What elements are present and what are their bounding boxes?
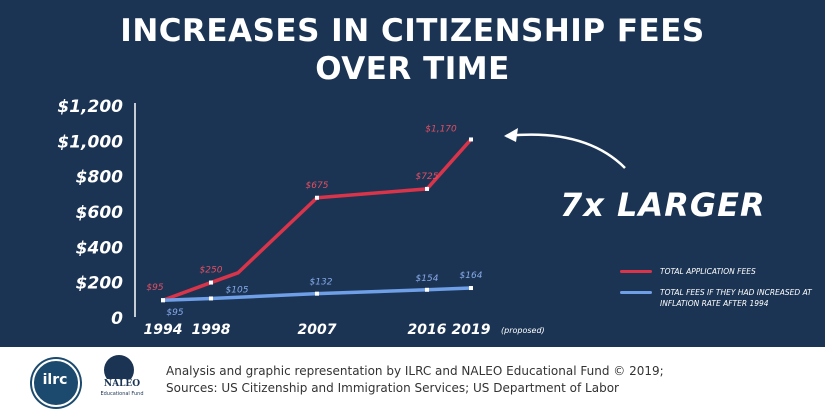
series-line-application-fees: [161, 137, 473, 302]
data-label: $105: [226, 285, 249, 295]
chart-data-labels: $95 $250 $675 $725 $1,170 $95 $105 $132 $154 $164: [146, 124, 482, 318]
y-tick-label: $800: [76, 168, 123, 188]
data-point-marker: [469, 286, 473, 291]
x-tick-label: 1998: [192, 322, 231, 338]
data-label: $675: [306, 181, 329, 191]
data-point-marker: [425, 186, 429, 191]
data-label: $154: [416, 274, 439, 284]
legend-swatch-application-fees: [620, 270, 652, 273]
ilrc-logo: ilrc: [26, 353, 84, 411]
x-tick-label: 2007: [298, 322, 337, 338]
naleo-logo-text: NALEO: [100, 379, 144, 389]
callout-text: 7x LARGER: [560, 186, 766, 224]
y-tick-label: $400: [76, 238, 123, 258]
legend-label-inflation-fees: TOTAL FEES IF THEY HAD INCREASED AT INFL…: [660, 288, 812, 308]
credits-text: Analysis and graphic representation by I…: [166, 363, 816, 397]
chart-panel: INCREASES IN CITIZENSHIP FEES OVER TIME …: [0, 0, 825, 347]
y-tick-label: $200: [76, 274, 123, 294]
chart-axes: 0 $200 $400 $600 $800 $1,000 $1,200 1994 1998 200…: [57, 97, 544, 338]
footer: ilrc NALEO Educational Fund Analysis and…: [0, 347, 825, 413]
callout-arrow-line: [505, 133, 626, 169]
data-point-marker: [161, 298, 165, 303]
legend-item-application-fees: TOTAL APPLICATION FEES: [620, 266, 820, 277]
title-line-2: OVER TIME: [315, 51, 510, 87]
credit-line-1: Analysis and graphic representation by I…: [166, 364, 664, 378]
data-label: $1,170: [425, 124, 457, 134]
x-axis-note: (proposed): [501, 326, 545, 335]
data-point-marker: [469, 137, 473, 142]
x-tick-label: 2016: [408, 322, 447, 338]
y-tick-label: 0: [111, 309, 123, 329]
data-point-marker: [209, 296, 213, 301]
data-label: $250: [200, 266, 223, 276]
data-point-marker: [425, 287, 429, 292]
title-line-1: INCREASES IN CITIZENSHIP FEES: [120, 13, 705, 49]
y-tick-label: $1,000: [57, 132, 123, 152]
callout-arrow: [504, 128, 626, 169]
ilrc-logo-circle: [32, 359, 80, 407]
data-label: $95: [166, 308, 183, 318]
ilrc-logo-text: ilrc: [42, 372, 68, 388]
callout-arrow-head: [504, 128, 518, 142]
chart-title: INCREASES IN CITIZENSHIP FEES OVER TIME: [0, 12, 825, 88]
data-label: $132: [310, 278, 333, 288]
data-label: $164: [460, 271, 483, 281]
credit-line-2: Sources: US Citizenship and Immigration …: [166, 381, 619, 395]
x-tick-label: 1994: [144, 322, 183, 338]
data-point-marker: [209, 280, 213, 285]
legend-swatch-inflation-fees: [620, 291, 652, 294]
data-label: $725: [416, 172, 439, 182]
data-point-marker: [315, 195, 319, 200]
naleo-logo-subtext: Educational Fund: [100, 391, 144, 397]
x-tick-label: 2019: [452, 322, 491, 338]
chart-legend: TOTAL APPLICATION FEES TOTAL FEES IF THE…: [620, 266, 820, 319]
legend-item-inflation-fees: TOTAL FEES IF THEY HAD INCREASED AT INFL…: [620, 287, 820, 309]
line-chart: 0 $200 $400 $600 $800 $1,000 $1,200 1994 1998 200…: [57, 97, 626, 338]
legend-label-application-fees: TOTAL APPLICATION FEES: [660, 267, 756, 276]
data-label: $95: [146, 283, 163, 293]
data-point-marker: [315, 291, 319, 296]
chart-series: [161, 137, 473, 303]
naleo-logo: NALEO Educational Fund: [100, 355, 144, 407]
y-tick-label: $600: [76, 203, 123, 223]
y-tick-label: $1,200: [57, 97, 123, 117]
